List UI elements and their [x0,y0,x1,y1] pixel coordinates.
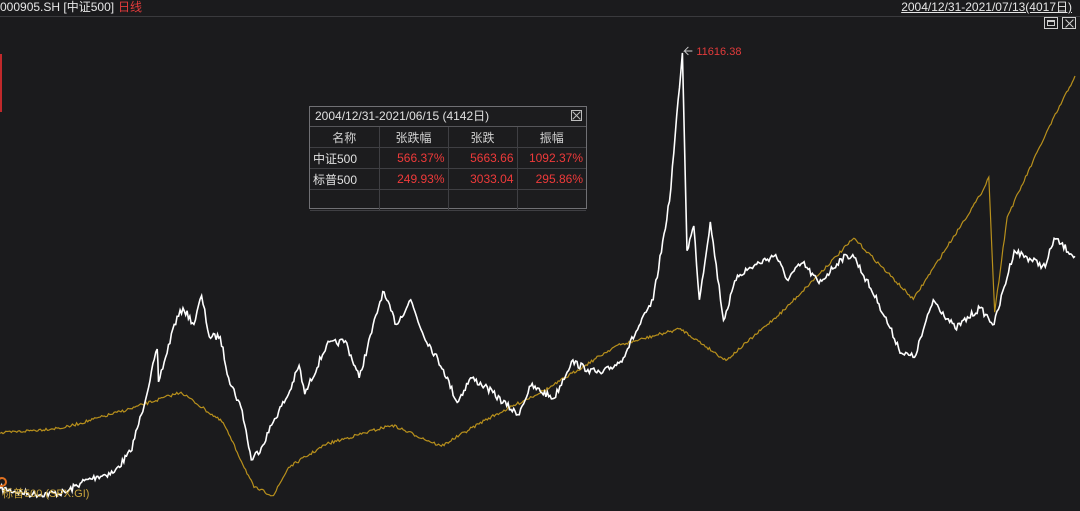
popup-header: 2004/12/31-2021/06/15 (4142日) [310,107,586,127]
window-controls [1044,17,1076,29]
col-header: 张跌 [448,127,518,148]
peak-annotation: 11616.38 [683,46,741,58]
peak-label: 11616.38 [696,46,741,58]
csi500-series-line [0,52,1076,499]
security-code: 000905.SH [中证500] [0,0,115,14]
table-row [310,189,586,211]
empty-cell [448,189,518,211]
amplitude: 1092.37% [517,147,586,169]
spx-legend: 标普500 (SPX.GI) [2,485,89,501]
change-pct: 249.93% [379,168,449,190]
stats-table: 名称 张跌幅 张跌 振幅 中证500 566.37% 5663.66 1092.… [310,127,586,211]
spx-series-line [0,75,1076,497]
row-name: 中证500 [310,147,380,169]
row-name: 标普500 [310,168,380,190]
change-abs: 5663.66 [448,147,518,169]
table-row: 标普500 249.93% 3033.04 295.86% [310,168,586,190]
col-header: 张跌幅 [379,127,449,148]
close-icon[interactable] [571,110,582,121]
popup-title: 2004/12/31-2021/06/15 (4142日) [315,109,490,123]
date-range[interactable]: 2004/12/31-2021/07/13(4017日) [901,0,1072,14]
empty-cell [517,189,586,211]
title-bar: 000905.SH [中证500] 日线 2004/12/31-2021/07/… [0,0,1080,17]
amplitude: 295.86% [517,168,586,190]
peak-arrow-icon [683,46,693,56]
empty-cell [379,189,449,211]
interval-stats-popup[interactable]: 2004/12/31-2021/06/15 (4142日) 名称 张跌幅 张跌 … [309,106,587,211]
legend-label: 标普500 (SPX.GI) [2,488,90,500]
table-row: 中证500 566.37% 5663.66 1092.37% [310,147,586,169]
change-abs: 3033.04 [448,168,518,190]
scroll-indicator [0,54,2,112]
series-marker-icon[interactable] [0,477,7,487]
table-header-row: 名称 张跌幅 张跌 振幅 [310,127,586,148]
change-pct: 566.37% [379,147,449,169]
price-chart[interactable]: 11616.38 [0,17,1080,511]
maximize-icon[interactable] [1044,17,1058,29]
empty-cell [310,189,380,211]
col-header: 名称 [310,127,380,148]
col-header: 振幅 [517,127,586,148]
period-label[interactable]: 日线 [118,0,143,14]
close-icon[interactable] [1062,17,1076,29]
